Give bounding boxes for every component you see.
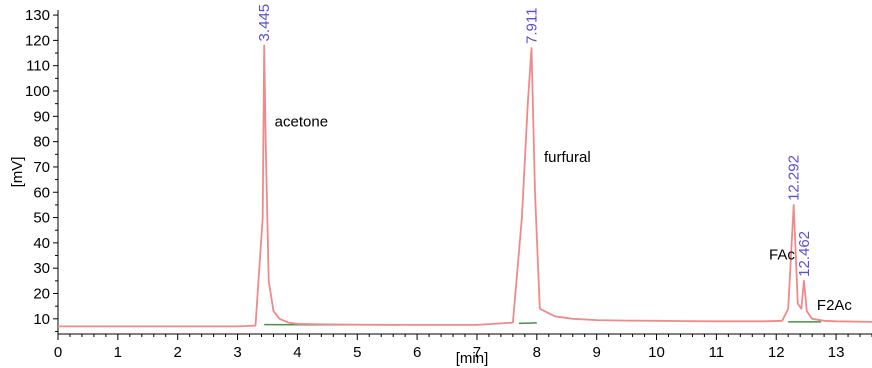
- compound-label: acetone: [275, 113, 328, 130]
- y-tick-label: 130: [25, 7, 50, 24]
- x-tick-label: 13: [828, 344, 845, 361]
- x-tick-label: 10: [648, 344, 665, 361]
- compound-label: F2Ac: [817, 297, 853, 314]
- compound-label: FAc: [769, 246, 795, 263]
- peak-labels: 3.445 7.911 12.292 12.462: [256, 4, 813, 277]
- peak-retention-label: 3.445: [256, 4, 273, 42]
- baseline-segment: [518, 322, 537, 325]
- y-tick-label: 30: [33, 260, 50, 277]
- peak-retention-label: 12.462: [796, 231, 813, 277]
- x-tick-label: 5: [353, 344, 361, 361]
- x-tick-label: 4: [293, 344, 301, 361]
- y-tick-label: 20: [33, 286, 50, 303]
- x-tick-label: 2: [174, 344, 182, 361]
- x-tick-label: 6: [413, 344, 421, 361]
- compound-annotations: acetone furfural FAc F2Ac: [275, 113, 853, 314]
- peak-retention-label: 7.911: [523, 8, 540, 44]
- x-tick-label: 11: [709, 344, 725, 361]
- y-tick-label: 10: [33, 311, 50, 328]
- y-tick-label: 80: [33, 134, 50, 151]
- x-tick-label: 3: [233, 344, 241, 361]
- y-tick-label: 90: [33, 108, 50, 125]
- y-tick-label: 100: [25, 83, 50, 100]
- x-tick-label: 0: [54, 344, 62, 361]
- y-tick-label: 110: [26, 58, 50, 75]
- y-tick-label: 60: [33, 184, 50, 201]
- signal-line: [58, 44, 872, 328]
- compound-label: furfural: [544, 149, 591, 166]
- y-tick-label: 120: [25, 32, 50, 49]
- x-tick-label: 1: [114, 344, 122, 361]
- x-tick-label: 9: [593, 344, 601, 361]
- y-axis-label: [mV]: [9, 157, 26, 188]
- x-tick-label: 12: [768, 344, 785, 361]
- y-tick-label: 40: [33, 235, 50, 252]
- signal-series: [58, 44, 872, 328]
- x-tick-label: 7: [473, 344, 481, 361]
- x-axis-label: [min]: [456, 350, 489, 367]
- peak-retention-label: 12.292: [786, 155, 803, 201]
- y-tick-label: 70: [33, 159, 50, 176]
- y-tick-label: 50: [33, 210, 50, 227]
- x-tick-label: 8: [533, 344, 541, 361]
